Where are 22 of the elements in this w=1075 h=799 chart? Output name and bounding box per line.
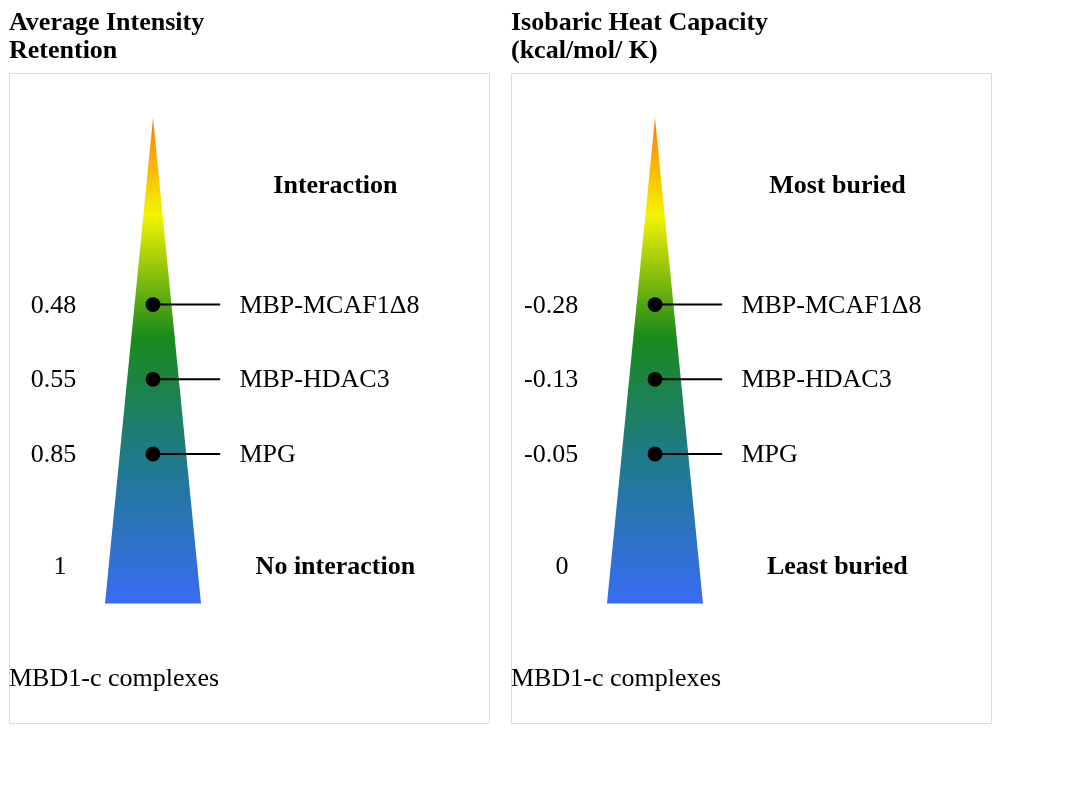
data-label: 0.85 (30, 439, 77, 469)
category-label: MBP-MCAF1Δ8 (239, 289, 420, 319)
text: No interaction (255, 551, 416, 581)
data-label: -0.05 (524, 439, 579, 469)
category-label: MPG (741, 439, 798, 469)
category-label: MPG (239, 439, 296, 469)
text: Least buried (766, 551, 909, 581)
data-label: -0.13 (524, 364, 579, 394)
data-label: 0.55 (30, 364, 77, 394)
category-label: MBP-MCAF1Δ8 (741, 289, 922, 319)
text: MBD1-c complexes (9, 663, 220, 693)
text: 0 (555, 551, 569, 581)
category-label: MBP-HDAC3 (239, 364, 390, 394)
text: Interaction (273, 170, 399, 200)
text: 1 (53, 551, 67, 581)
data-label: -0.28 (524, 289, 579, 319)
category-label: MBP-HDAC3 (741, 364, 892, 394)
text: Average Intensity Retention (9, 7, 205, 64)
text: MBD1-c complexes (511, 663, 722, 693)
data-label: 0.48 (30, 289, 77, 319)
text: Most buried (769, 170, 907, 200)
text: Isobaric Heat Capacity (kcal/mol/ K) (511, 7, 769, 64)
